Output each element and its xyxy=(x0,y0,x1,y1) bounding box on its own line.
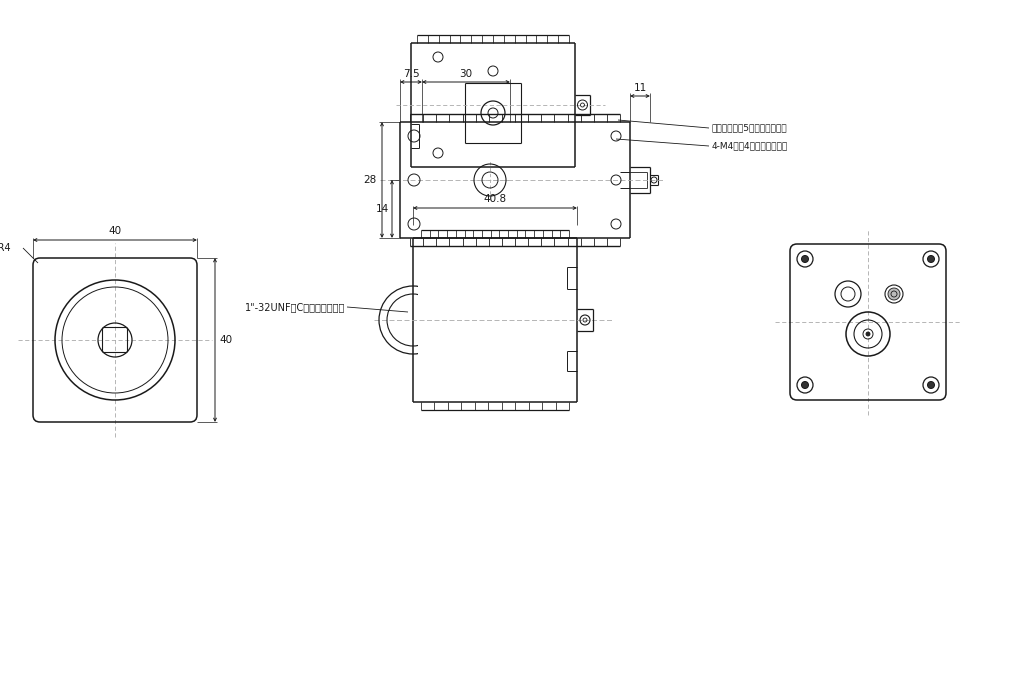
Circle shape xyxy=(888,288,900,300)
Text: 4-M4深サ4（上下面共通）: 4-M4深サ4（上下面共通） xyxy=(712,141,788,150)
Text: 40: 40 xyxy=(219,335,232,345)
Text: 40.8: 40.8 xyxy=(483,194,507,204)
Text: 1"-32UNF（Cマウントネジ）: 1"-32UNF（Cマウントネジ） xyxy=(245,302,345,312)
Text: 28: 28 xyxy=(363,175,376,185)
Circle shape xyxy=(927,382,934,388)
Circle shape xyxy=(927,256,934,262)
Text: 40: 40 xyxy=(108,226,122,236)
Text: 4-R4: 4-R4 xyxy=(0,243,11,253)
Text: 30: 30 xyxy=(459,69,473,79)
Text: 11: 11 xyxy=(633,83,647,93)
Circle shape xyxy=(801,382,809,388)
Circle shape xyxy=(801,256,809,262)
Text: 7.5: 7.5 xyxy=(403,69,419,79)
Text: 三角ネジ深サ5（上下面共通）: 三角ネジ深サ5（上下面共通） xyxy=(712,123,788,132)
Text: 14: 14 xyxy=(376,204,389,214)
Circle shape xyxy=(866,332,870,336)
